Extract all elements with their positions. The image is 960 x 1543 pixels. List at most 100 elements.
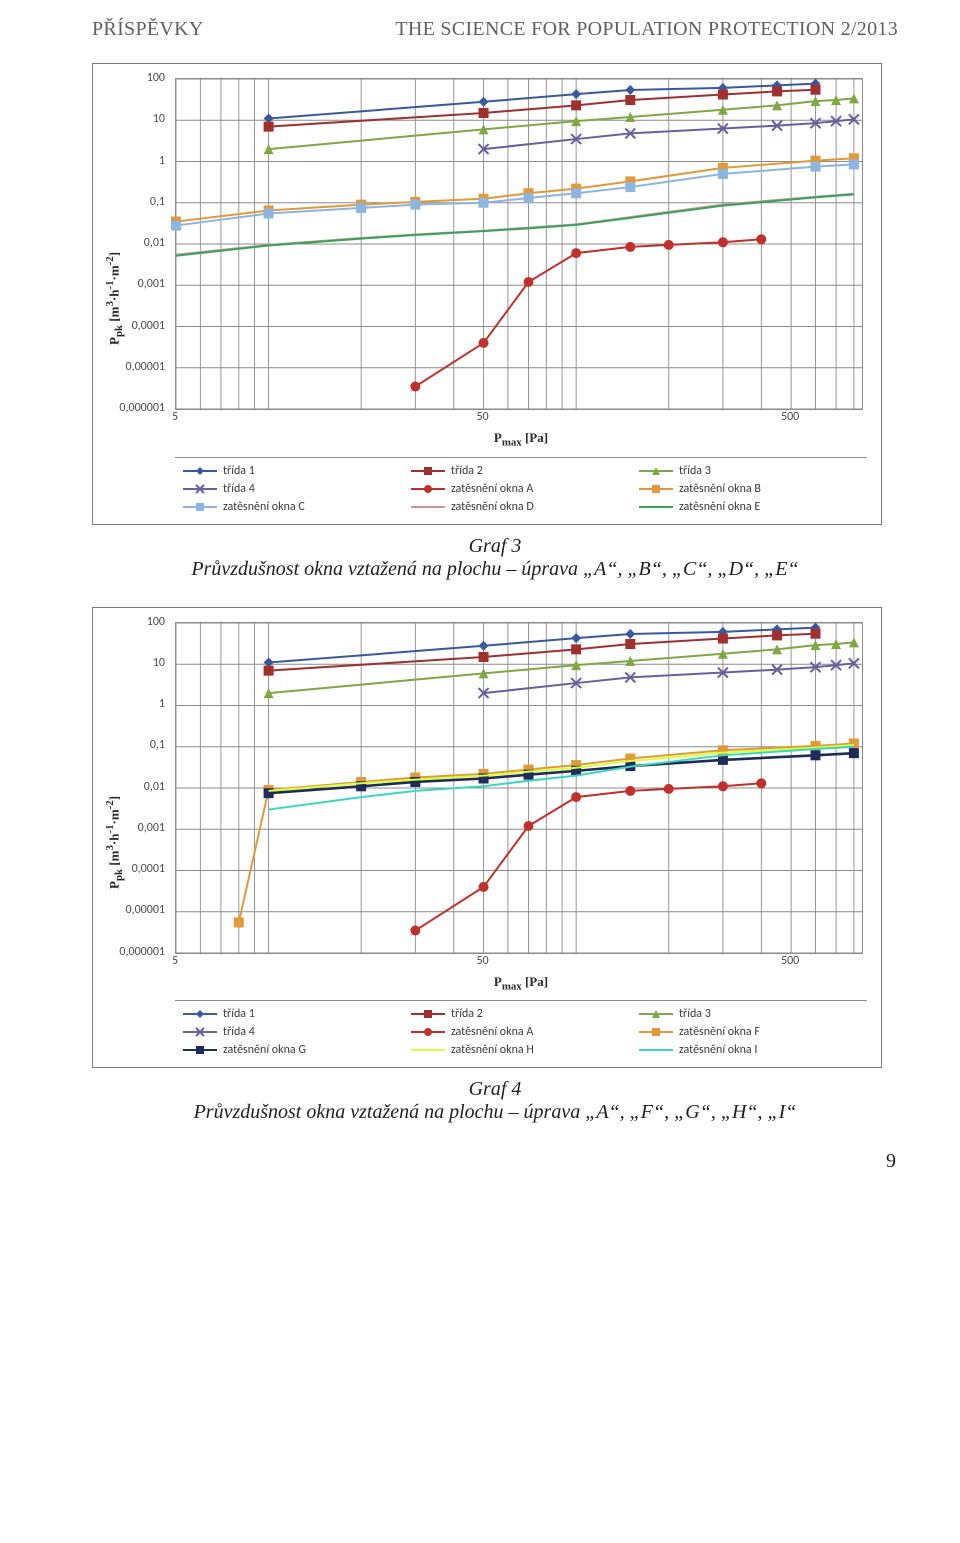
xtick: 5 xyxy=(172,954,178,968)
legend-item: zatěsnění okna A xyxy=(411,1025,631,1039)
ytick: 100 xyxy=(147,71,165,85)
legend-swatch xyxy=(183,1008,217,1020)
xtick: 50 xyxy=(476,410,488,424)
chart-2-yticks: 1001010,10,010,0010,00010,000010,000001 xyxy=(107,622,171,952)
legend-item: třída 1 xyxy=(183,1007,403,1021)
legend-item: zatěsnění okna F xyxy=(639,1025,859,1039)
legend-label: zatěsnění okna A xyxy=(451,482,533,496)
xtick: 500 xyxy=(781,410,799,424)
legend-swatch xyxy=(411,1026,445,1038)
caption-2-title: Graf 4 xyxy=(92,1078,898,1101)
ytick: 10 xyxy=(153,112,165,126)
caption-2-text: Průvzdušnost okna vztažená na plochu – ú… xyxy=(92,1101,898,1124)
legend-label: třída 2 xyxy=(451,464,483,478)
ytick: 1 xyxy=(159,697,165,711)
chart-1-xticks: 5 50 500 xyxy=(175,410,867,426)
legend-swatch xyxy=(639,1026,673,1038)
legend-swatch xyxy=(411,501,445,513)
ytick: 0,1 xyxy=(150,195,165,209)
ytick: 10 xyxy=(153,656,165,670)
chart-2-xticks: 5 50 500 xyxy=(175,954,867,970)
chart-1-yticks: 1001010,10,010,0010,00010,000010,000001 xyxy=(107,78,171,408)
ytick: 0,001 xyxy=(138,821,165,835)
legend-item: třída 2 xyxy=(411,1007,631,1021)
header-right: THE SCIENCE FOR POPULATION PROTECTION 2/… xyxy=(395,18,898,41)
legend-swatch xyxy=(183,483,217,495)
ytick: 0,001 xyxy=(138,277,165,291)
page-number: 9 xyxy=(92,1150,898,1173)
chart-2-plot xyxy=(175,622,863,954)
ytick: 0,0001 xyxy=(132,862,165,876)
caption-1-text: Průvzdušnost okna vztažená na plochu – ú… xyxy=(92,558,898,581)
legend-label: zatěsnění okna H xyxy=(451,1043,534,1057)
legend-label: třída 3 xyxy=(679,464,711,478)
ytick: 0,01 xyxy=(144,236,165,250)
legend-label: zatěsnění okna F xyxy=(679,1025,760,1039)
legend-item: zatěsnění okna C xyxy=(183,500,403,514)
legend-label: zatěsnění okna E xyxy=(679,500,760,514)
ytick: 1 xyxy=(159,154,165,168)
legend-label: zatěsnění okna A xyxy=(451,1025,533,1039)
ytick: 0,1 xyxy=(150,738,165,752)
legend-label: třída 1 xyxy=(223,464,255,478)
legend-label: třída 3 xyxy=(679,1007,711,1021)
legend-swatch xyxy=(411,1044,445,1056)
legend-swatch xyxy=(411,1008,445,1020)
chart-1-plot xyxy=(175,78,863,410)
legend-item: zatěsnění okna A xyxy=(411,482,631,496)
legend-item: třída 4 xyxy=(183,482,403,496)
ytick: 0,0001 xyxy=(132,319,165,333)
legend-label: třída 4 xyxy=(223,482,255,496)
caption-1-title: Graf 3 xyxy=(92,535,898,558)
ytick: 0,00001 xyxy=(126,360,166,374)
chart-1-xlabel: Pmax [Pa] xyxy=(175,430,867,449)
legend-label: třída 1 xyxy=(223,1007,255,1021)
legend-item: zatěsnění okna G xyxy=(183,1043,403,1057)
ytick: 100 xyxy=(147,615,165,629)
legend-swatch xyxy=(411,483,445,495)
legend-swatch xyxy=(639,501,673,513)
chart-1-frame: Ppk [m3·h-1·m-2] 1001010,10,010,0010,000… xyxy=(92,63,882,525)
legend-label: zatěsnění okna D xyxy=(451,500,534,514)
legend-item: třída 3 xyxy=(639,464,859,478)
ytick: 0,00001 xyxy=(126,903,166,917)
ytick: 0,01 xyxy=(144,780,165,794)
legend-item: třída 3 xyxy=(639,1007,859,1021)
xtick: 5 xyxy=(172,410,178,424)
legend-label: třída 4 xyxy=(223,1025,255,1039)
legend-item: třída 4 xyxy=(183,1025,403,1039)
chart-2-xlabel: Pmax [Pa] xyxy=(175,974,867,993)
legend-item: zatěsnění okna B xyxy=(639,482,859,496)
caption-2: Graf 4 Průvzdušnost okna vztažená na plo… xyxy=(92,1078,898,1124)
legend-swatch xyxy=(639,1008,673,1020)
xtick: 500 xyxy=(781,954,799,968)
legend-label: zatěsnění okna B xyxy=(679,482,761,496)
chart-2-legend: třída 1 třída 2 třída 3 třída 4 zatěsněn… xyxy=(175,1000,867,1063)
xtick: 50 xyxy=(476,954,488,968)
page-header: PŘÍSPĚVKY THE SCIENCE FOR POPULATION PRO… xyxy=(92,18,898,41)
legend-swatch xyxy=(411,465,445,477)
legend-item: zatěsnění okna I xyxy=(639,1043,859,1057)
legend-label: třída 2 xyxy=(451,1007,483,1021)
legend-swatch xyxy=(183,1026,217,1038)
legend-label: zatěsnění okna C xyxy=(223,500,305,514)
legend-swatch xyxy=(639,483,673,495)
legend-swatch xyxy=(639,465,673,477)
chart-1: Ppk [m3·h-1·m-2] 1001010,10,010,0010,000… xyxy=(107,78,867,520)
legend-item: zatěsnění okna E xyxy=(639,500,859,514)
legend-item: třída 1 xyxy=(183,464,403,478)
legend-item: zatěsnění okna D xyxy=(411,500,631,514)
legend-label: zatěsnění okna G xyxy=(223,1043,306,1057)
ytick: 0,000001 xyxy=(119,401,165,415)
header-left: PŘÍSPĚVKY xyxy=(92,18,204,41)
chart-2: Ppk [m3·h-1·m-2] 1001010,10,010,0010,000… xyxy=(107,622,867,1064)
legend-swatch xyxy=(183,1044,217,1056)
legend-swatch xyxy=(639,1044,673,1056)
legend-swatch xyxy=(183,501,217,513)
legend-label: zatěsnění okna I xyxy=(679,1043,757,1057)
legend-swatch xyxy=(183,465,217,477)
ytick: 0,000001 xyxy=(119,945,165,959)
legend-item: zatěsnění okna H xyxy=(411,1043,631,1057)
chart-1-legend: třída 1 třída 2 třída 3 třída 4 zatěsněn… xyxy=(175,457,867,520)
chart-2-frame: Ppk [m3·h-1·m-2] 1001010,10,010,0010,000… xyxy=(92,607,882,1069)
